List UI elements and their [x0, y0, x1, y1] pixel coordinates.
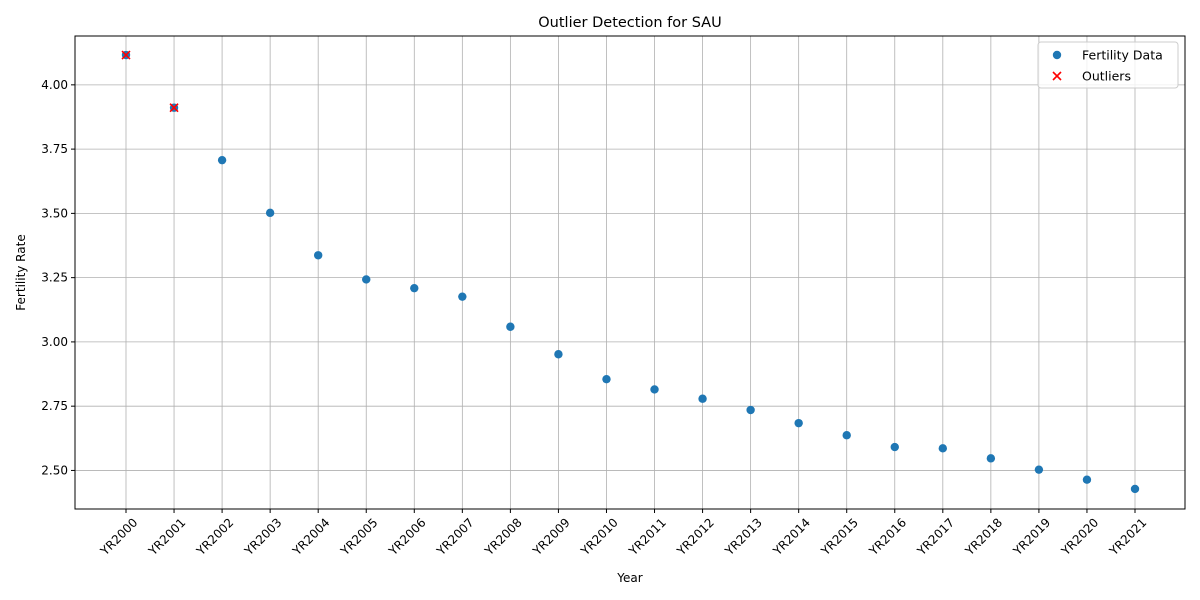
legend-marker-fertility-data: [1052, 50, 1062, 60]
data-point: [842, 431, 851, 440]
y-tick-label: 3.00: [41, 335, 68, 349]
data-point: [602, 374, 611, 384]
outlier-marker: [121, 50, 131, 60]
y-tick-label: 4.00: [41, 78, 68, 92]
outlier-marker: [169, 103, 179, 113]
data-point: [1034, 465, 1044, 474]
legend-box: [1037, 41, 1179, 89]
data-point: [986, 454, 996, 463]
data-point: [1130, 484, 1140, 494]
plot-frame: [74, 35, 1186, 510]
data-point: [746, 405, 755, 415]
data-point: [1082, 475, 1092, 484]
data-point: [458, 292, 467, 301]
data-points: [121, 50, 1140, 494]
data-point: [506, 322, 515, 331]
y-axis-title: Fertility Rate: [14, 234, 28, 310]
legend-label-fertility-data: Fertility Data: [1082, 48, 1163, 63]
legend-label-outliers: Outliers: [1082, 69, 1131, 84]
data-point: [794, 418, 803, 428]
legend: Fertility Data Outliers: [1037, 41, 1179, 89]
y-tick-label: 3.75: [41, 142, 68, 156]
data-point: [217, 155, 227, 165]
legend-marker-outliers: [1052, 71, 1062, 81]
y-tick-label: 2.50: [41, 463, 68, 477]
data-point: [890, 442, 899, 452]
data-point: [313, 251, 323, 260]
data-point: [362, 275, 371, 284]
y-tick-label: 2.75: [41, 399, 68, 413]
y-tick-label: 3.50: [41, 206, 68, 220]
x-axis-title: Year: [616, 571, 642, 585]
data-point: [410, 283, 419, 293]
chart-title: Outlier Detection for SAU: [538, 15, 721, 31]
grid: [75, 36, 1185, 509]
data-point: [554, 350, 563, 359]
data-point: [938, 444, 948, 453]
y-tick-label: 3.25: [41, 271, 68, 285]
data-point: [265, 208, 275, 218]
data-point: [698, 394, 707, 403]
data-point: [650, 385, 659, 394]
